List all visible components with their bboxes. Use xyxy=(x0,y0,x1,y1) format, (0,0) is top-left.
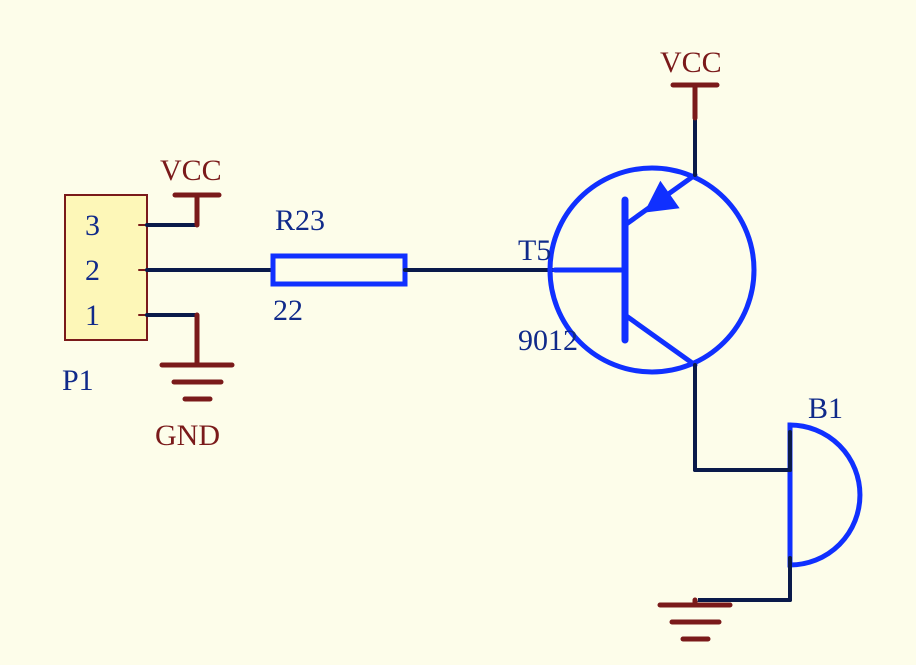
connector-body xyxy=(65,195,147,340)
connector-pin-number: 3 xyxy=(85,209,100,242)
transistor-value: 9012 xyxy=(518,324,578,357)
connector-pin-number: 2 xyxy=(85,254,100,287)
transistor-ref: T5 xyxy=(518,234,551,267)
gnd-label: GND xyxy=(155,419,220,452)
schematic-canvas: 3 2 1 P1 VCC GND R23 22 T5 9012 VCC B1 xyxy=(0,0,916,665)
vcc-label: VCC xyxy=(660,46,722,79)
connector-ref: P1 xyxy=(62,364,94,397)
buzzer-ref: B1 xyxy=(808,392,843,425)
resistor-ref: R23 xyxy=(275,204,325,237)
connector-pin-number: 1 xyxy=(85,299,100,332)
resistor-value: 22 xyxy=(273,294,303,327)
vcc-label: VCC xyxy=(160,154,222,187)
